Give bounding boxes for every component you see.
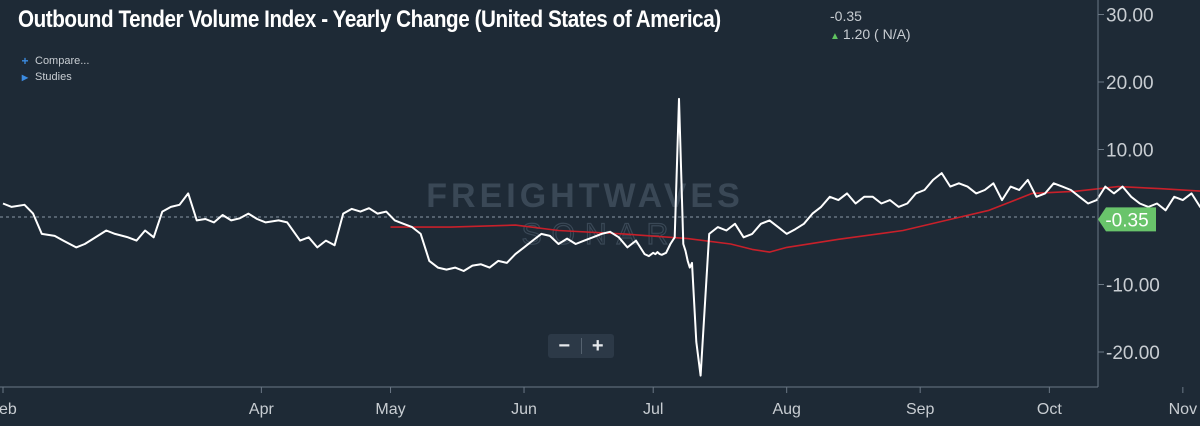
zoom-controls: − + — [548, 334, 614, 358]
studies-label: Studies — [35, 71, 72, 83]
plot-area — [2, 97, 1200, 377]
watermark-freightwaves: FREIGHTWAVES — [426, 177, 744, 215]
zoom-divider — [580, 338, 582, 354]
y-tick-label: 10.00 — [1106, 141, 1154, 162]
x-axis: Feb Apr May Jun Jul Aug Sep Oct Nov — [0, 387, 1197, 418]
y-tick-label: 20.00 — [1106, 73, 1154, 94]
y-axis: 30.00 20.00 10.00 -10.00 -20.00 — [1098, 6, 1160, 364]
y-tick-label: -10.00 — [1106, 276, 1160, 297]
zoom-out-button[interactable]: − — [558, 335, 571, 357]
x-tick-label: Apr — [249, 401, 275, 418]
x-tick-label: Oct — [1037, 401, 1062, 418]
x-tick-label: Jul — [643, 401, 663, 418]
series-line-moving-average — [390, 185, 1200, 253]
change-value: 1.20 ( N/A) — [842, 26, 911, 42]
series-line-tender-volume — [2, 97, 1200, 377]
up-arrow-icon: ▲ — [830, 31, 840, 42]
last-value-badge-label: -0.35 — [1105, 210, 1148, 231]
x-tick-label: Feb — [0, 401, 17, 418]
play-icon: ▶ — [21, 72, 29, 82]
y-tick-label: -20.00 — [1106, 343, 1160, 364]
last-value-badge-shape — [1098, 207, 1156, 232]
compare-label: Compare... — [35, 55, 90, 67]
last-value-badge: -0.35 — [1098, 207, 1156, 232]
x-tick-label: Nov — [1169, 401, 1197, 418]
x-tick-label: Jun — [511, 401, 537, 418]
x-tick-label: Aug — [772, 401, 800, 418]
studies-button[interactable]: ▶ Studies — [20, 71, 72, 83]
chart-title: Outbound Tender Volume Index - Yearly Ch… — [18, 6, 721, 33]
plus-icon: + — [21, 54, 29, 68]
y-tick-label: 30.00 — [1106, 6, 1154, 27]
compare-button[interactable]: + Compare... — [20, 54, 89, 68]
last-value-readout: -0.35 — [830, 8, 862, 24]
x-tick-label: May — [375, 401, 405, 418]
x-tick-label: Sep — [906, 401, 935, 418]
change-readout: ▲ 1.20 ( N/A) — [830, 26, 911, 42]
zoom-in-button[interactable]: + — [591, 335, 604, 357]
